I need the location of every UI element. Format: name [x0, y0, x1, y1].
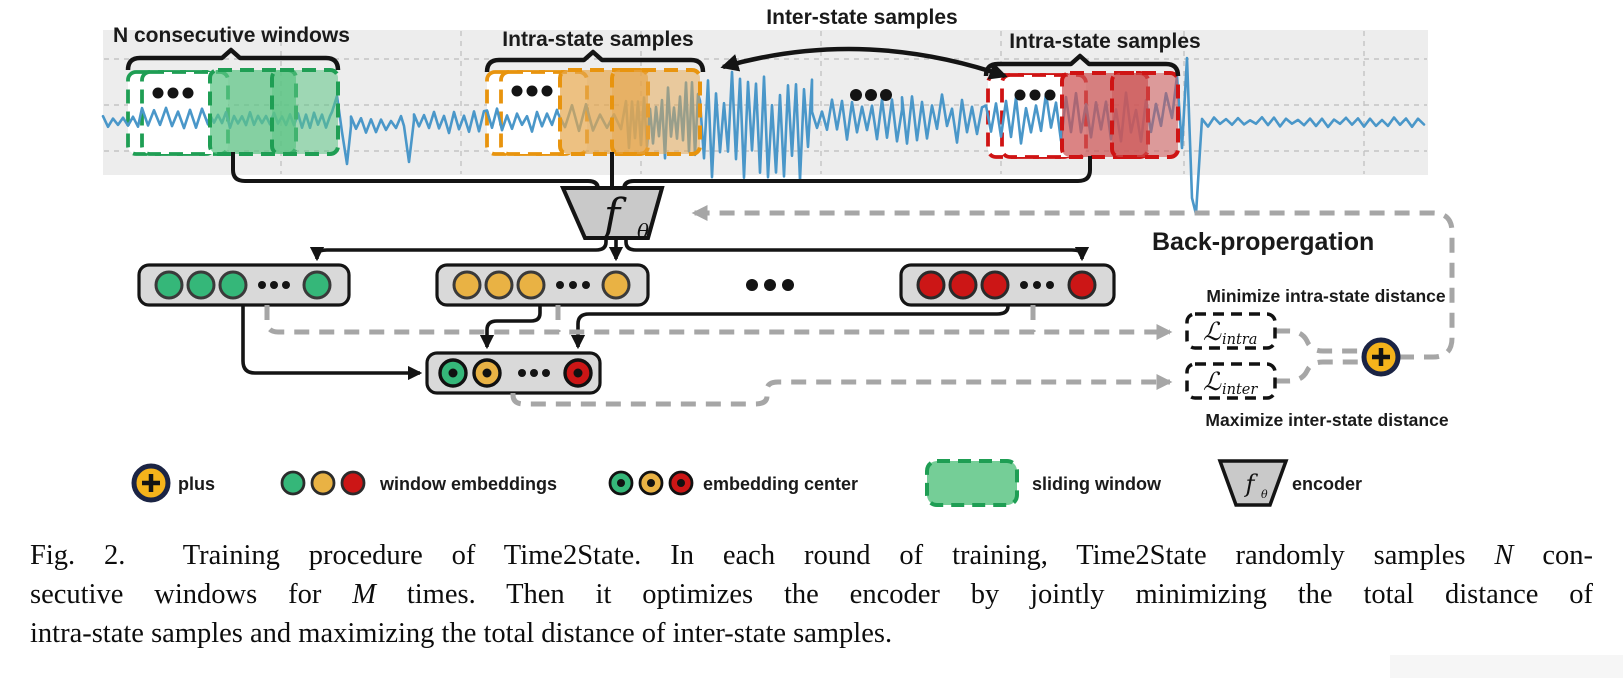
legend-encoder-label: encoder [1292, 474, 1362, 494]
legend: plus window embeddings embedding center … [131, 459, 1362, 507]
loss-intra-symbol: ℒ [1203, 317, 1222, 346]
ellipsis-dots [152, 85, 1056, 101]
encoder-subscript: θ [637, 219, 649, 243]
loss-inter-box: ℒ inter [1185, 362, 1277, 400]
legend-plus-label: plus [178, 474, 215, 494]
intra-state-label-right: Intra-state samples [1009, 30, 1200, 53]
legend-sliding-window-label: sliding window [1032, 474, 1162, 494]
green-brace [125, 47, 341, 71]
legend-window-embeddings-label: window embeddings [379, 474, 557, 494]
embedding-center-icon [608, 470, 694, 496]
sliding-window-icon [925, 459, 1019, 507]
n-consecutive-windows-label: N consecutive windows [113, 24, 350, 47]
orange-brace [484, 49, 706, 73]
loss-inter-symbol: ℒ [1203, 367, 1222, 396]
loss-intra-box: ℒ intra [1185, 312, 1277, 350]
window-embeddings-icon [280, 470, 366, 496]
orange-embedding-row [435, 263, 650, 307]
encoder-trapezoid [559, 186, 665, 240]
inter-state-label: Inter-state samples [766, 6, 957, 29]
loss-intra-subscript: intra [1222, 332, 1257, 348]
minimize-label: Minimize intra-state distance [1206, 286, 1445, 306]
plus-icon [1361, 337, 1401, 377]
rows-to-center-arrows [241, 305, 1010, 381]
legend-embedding-center-label: embedding center [703, 474, 858, 494]
red-embedding-row [899, 263, 1116, 307]
orange-sliding-window [610, 68, 702, 156]
intra-state-label-left: Intra-state samples [502, 28, 693, 51]
embedding-center-row [425, 351, 602, 395]
green-sliding-window [270, 68, 340, 156]
intra-loss-line [264, 305, 1173, 341]
loss-inter-subscript: inter [1222, 382, 1258, 398]
inter-state-arrow [720, 46, 1008, 80]
loss-flow-lines [264, 204, 1455, 407]
figure-caption: Fig. 2. Training procedure of Time2State… [30, 540, 1593, 649]
legend-encoder-subscript: θ [1261, 488, 1268, 501]
rows-ellipsis [746, 279, 794, 291]
corner-shadow [1390, 655, 1623, 678]
window-to-encoder-lines [231, 152, 1092, 190]
plus-icon [131, 463, 171, 503]
encoder-output-arrows [309, 238, 1090, 262]
training-diagram: N consecutive windows Intra-state sample… [101, 6, 1455, 507]
maximize-label: Maximize inter-state distance [1205, 410, 1448, 430]
red-sliding-window [1110, 71, 1180, 159]
filled-sliding-windows [208, 68, 1180, 159]
green-embedding-row [137, 263, 351, 307]
backprop-label: Back-propergation [1152, 228, 1374, 256]
inter-loss-line [510, 373, 1173, 407]
encoder-icon: f θ [1217, 459, 1289, 507]
